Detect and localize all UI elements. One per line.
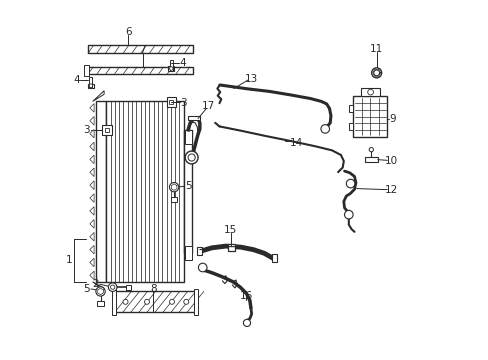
Circle shape [346, 179, 354, 188]
Text: 1: 1 [66, 255, 73, 265]
Bar [353, 96, 386, 137]
Circle shape [344, 210, 352, 219]
Text: 9: 9 [389, 114, 396, 124]
Text: 5: 5 [83, 284, 90, 294]
Bar [115, 292, 195, 312]
Circle shape [169, 299, 174, 304]
Text: 5: 5 [184, 181, 191, 192]
Polygon shape [90, 181, 94, 189]
Bar [88, 67, 193, 74]
Bar [168, 66, 174, 71]
Bar [97, 301, 103, 306]
Text: 16: 16 [239, 291, 252, 301]
Bar [188, 116, 200, 120]
Bar [197, 247, 202, 255]
Bar [360, 88, 380, 96]
Text: 15: 15 [224, 225, 237, 235]
Circle shape [169, 183, 179, 192]
Circle shape [198, 263, 206, 272]
Circle shape [108, 283, 117, 292]
Circle shape [169, 67, 173, 70]
Circle shape [123, 299, 128, 304]
Text: 2: 2 [92, 279, 99, 289]
Text: 3: 3 [180, 98, 186, 108]
Polygon shape [90, 233, 94, 241]
Polygon shape [93, 282, 104, 291]
Bar [89, 77, 92, 88]
Bar [272, 254, 277, 262]
Circle shape [185, 151, 198, 164]
Circle shape [367, 89, 373, 95]
Circle shape [373, 70, 379, 76]
Circle shape [188, 154, 195, 161]
Polygon shape [90, 194, 94, 202]
Text: 11: 11 [369, 44, 383, 54]
Circle shape [243, 319, 250, 327]
Bar [125, 285, 131, 290]
Bar [112, 289, 115, 315]
Bar [169, 100, 173, 104]
Bar [88, 45, 193, 53]
Text: 17: 17 [202, 102, 215, 111]
Polygon shape [93, 91, 104, 102]
Circle shape [110, 285, 115, 289]
Circle shape [368, 148, 373, 152]
Polygon shape [90, 155, 94, 164]
Bar [104, 128, 109, 132]
Bar [102, 125, 111, 135]
Polygon shape [90, 116, 94, 125]
Bar [106, 102, 183, 282]
Text: 13: 13 [244, 73, 257, 84]
Bar [194, 289, 198, 315]
Circle shape [144, 299, 149, 304]
Polygon shape [90, 220, 94, 228]
Text: 14: 14 [289, 138, 302, 148]
Text: 12: 12 [384, 185, 397, 195]
Polygon shape [90, 271, 94, 280]
Bar [166, 98, 176, 107]
Polygon shape [348, 105, 353, 112]
Bar [88, 84, 94, 88]
Bar [171, 197, 177, 202]
Text: 7: 7 [139, 45, 146, 55]
Bar [364, 157, 377, 162]
Circle shape [183, 299, 188, 304]
Polygon shape [90, 207, 94, 215]
Text: 4: 4 [73, 75, 80, 85]
Text: 4: 4 [180, 58, 186, 68]
Circle shape [96, 287, 105, 296]
Text: 8: 8 [150, 284, 156, 294]
Polygon shape [90, 142, 94, 151]
Polygon shape [90, 258, 94, 267]
Text: 3: 3 [83, 125, 90, 135]
Circle shape [371, 68, 381, 78]
Polygon shape [90, 129, 94, 138]
Bar [184, 246, 191, 260]
Bar [169, 60, 172, 71]
Polygon shape [90, 168, 94, 176]
Bar [228, 244, 234, 251]
Text: 6: 6 [125, 27, 131, 37]
Circle shape [89, 84, 93, 87]
Bar [184, 130, 191, 144]
Bar [83, 65, 89, 76]
Polygon shape [90, 104, 94, 112]
Polygon shape [348, 123, 353, 130]
Bar [183, 130, 191, 253]
Bar [96, 102, 106, 282]
Circle shape [320, 125, 329, 133]
Polygon shape [90, 245, 94, 254]
Text: 10: 10 [385, 157, 397, 166]
